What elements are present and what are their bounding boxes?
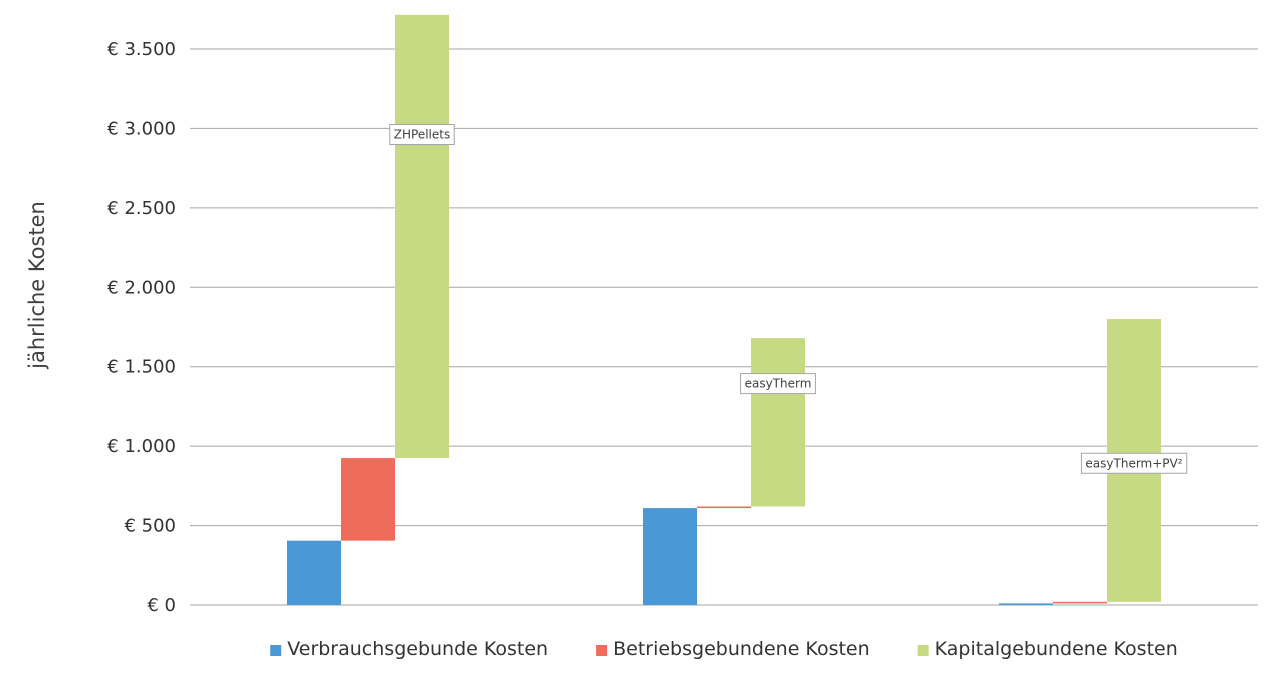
y-tick-label: € 0 [147,595,176,616]
y-tick-label: € 1.500 [107,357,176,378]
y-tick-label: € 1.000 [107,436,176,457]
y-tick-label: € 2.000 [107,277,176,298]
legend-item: Kapitalgebundene Kosten [917,638,1178,660]
bar [999,603,1053,605]
legend-label: Kapitalgebundene Kosten [935,638,1178,660]
legend-swatch [270,645,282,656]
legend-item: Verbrauchsgebunde Kosten [270,638,548,660]
legend-label: Betriebsgebundene Kosten [613,638,870,660]
category-labels: ZHPellets easyTherm easyTherm+PV² [389,124,1188,474]
bar [287,540,341,605]
bar [697,506,751,509]
y-tick-label: € 3.500 [107,39,176,60]
bar [341,458,395,541]
y-tick-label: € 2.500 [107,198,176,219]
legend-label: Verbrauchsgebunde Kosten [287,638,548,660]
category-label: ZHPellets [389,124,455,146]
y-tick-label: € 3.000 [107,118,176,139]
bars [287,14,1161,605]
svg-text:easyTherm: easyTherm [745,377,812,391]
category-label: easyTherm+PV² [1080,452,1188,474]
legend-swatch [917,645,929,656]
legend: Verbrauchsgebunde Kosten Betriebsgebunden… [270,638,1178,660]
y-tick-label: € 500 [124,516,176,537]
legend-item: Betriebsgebundene Kosten [596,638,870,660]
y-tick-labels: € 0 € 500 € 1.000 € 1.500 € 2.000 € 2.500 € 3.… [107,39,176,616]
legend-swatch [596,645,608,656]
bar [1053,601,1107,604]
y-axis-label: jährliche Kosten [25,201,49,370]
bar [643,508,697,605]
svg-text:ZHPellets: ZHPellets [394,128,450,142]
bar [751,338,805,507]
svg-text:easyTherm+PV²: easyTherm+PV² [1085,456,1182,470]
bar [395,14,449,459]
category-label: easyTherm [740,373,816,395]
